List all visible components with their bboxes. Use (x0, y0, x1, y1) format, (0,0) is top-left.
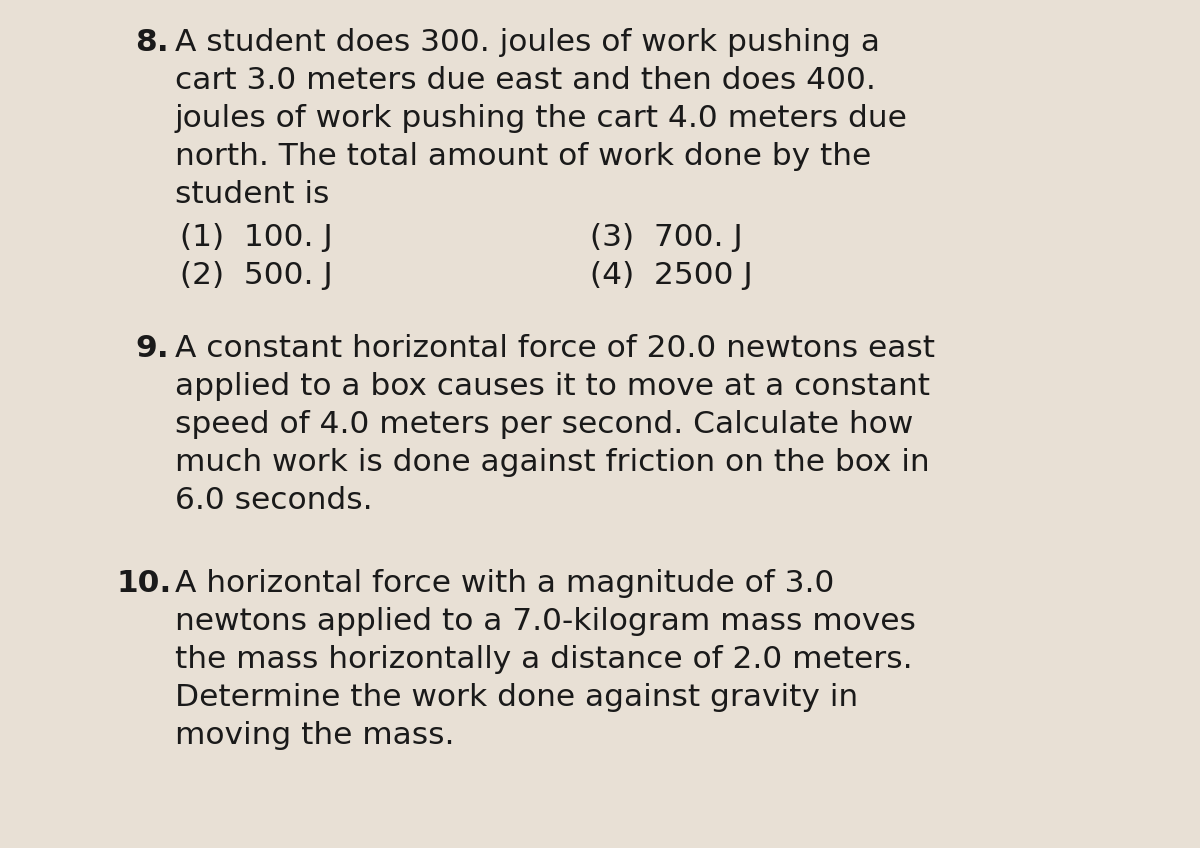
Text: north. The total amount of work done by the: north. The total amount of work done by … (175, 142, 871, 171)
Text: student is: student is (175, 180, 329, 209)
Text: cart 3.0 meters due east and then does 400.: cart 3.0 meters due east and then does 4… (175, 66, 876, 95)
Text: 6.0 seconds.: 6.0 seconds. (175, 486, 373, 515)
Text: Determine the work done against gravity in: Determine the work done against gravity … (175, 683, 858, 712)
Text: 10.: 10. (118, 569, 173, 598)
Text: speed of 4.0 meters per second. Calculate how: speed of 4.0 meters per second. Calculat… (175, 410, 913, 439)
Text: (1)  100. J: (1) 100. J (180, 223, 332, 252)
Text: applied to a box causes it to move at a constant: applied to a box causes it to move at a … (175, 372, 930, 401)
Text: the mass horizontally a distance of 2.0 meters.: the mass horizontally a distance of 2.0 … (175, 645, 913, 674)
Text: A student does 300. joules of work pushing a: A student does 300. joules of work pushi… (175, 28, 880, 57)
Text: much work is done against friction on the box in: much work is done against friction on th… (175, 448, 930, 477)
Text: (4)  2500 J: (4) 2500 J (590, 261, 752, 290)
Text: A horizontal force with a magnitude of 3.0: A horizontal force with a magnitude of 3… (175, 569, 834, 598)
Text: (2)  500. J: (2) 500. J (180, 261, 332, 290)
Text: (3)  700. J: (3) 700. J (590, 223, 743, 252)
Text: newtons applied to a 7.0-kilogram mass moves: newtons applied to a 7.0-kilogram mass m… (175, 607, 916, 636)
Text: moving the mass.: moving the mass. (175, 721, 455, 750)
Text: joules of work pushing the cart 4.0 meters due: joules of work pushing the cart 4.0 mete… (175, 104, 908, 133)
Text: A constant horizontal force of 20.0 newtons east: A constant horizontal force of 20.0 newt… (175, 334, 935, 363)
Text: 9.: 9. (134, 334, 169, 363)
Text: 8.: 8. (134, 28, 169, 57)
